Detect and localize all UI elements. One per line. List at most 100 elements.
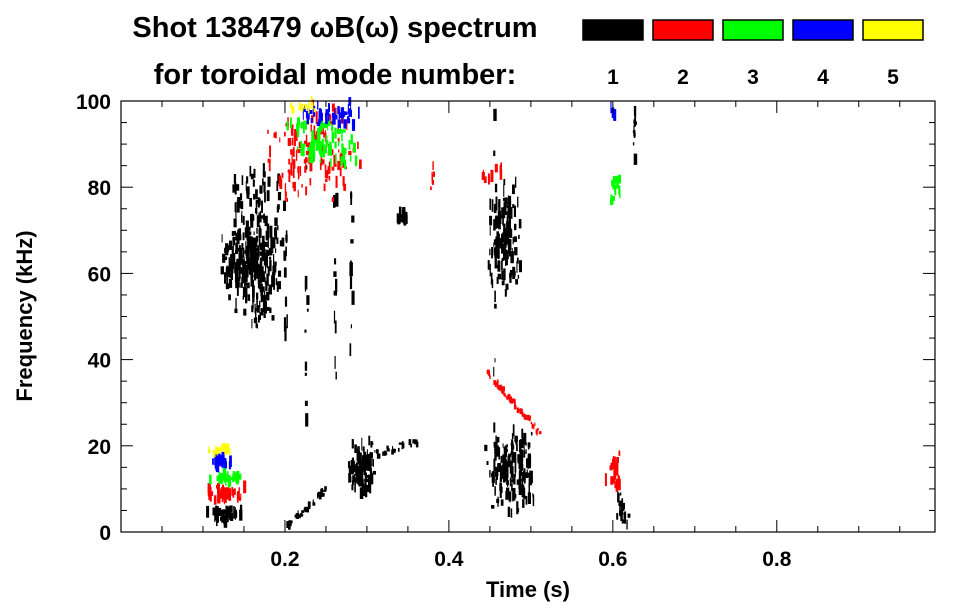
spectral-mark-mode-1: [333, 271, 337, 277]
spectral-mark-mode-1: [268, 284, 272, 295]
spectral-mark-mode-1: [496, 276, 499, 284]
spectral-mark-mode-1: [512, 184, 515, 195]
spectral-mark-mode-1: [317, 494, 320, 497]
spectral-mark-mode-2: [324, 164, 327, 171]
spectral-mark-mode-3: [296, 123, 300, 132]
spectral-mark-mode-2: [286, 197, 288, 202]
spectral-mark-mode-2: [225, 490, 227, 503]
spectral-mark-mode-1: [227, 505, 229, 518]
spectral-mark-mode-1: [386, 445, 389, 450]
spectral-mark-mode-1: [333, 194, 336, 208]
spectral-mark-mode-2: [343, 183, 347, 191]
spectral-mark-mode-1: [498, 220, 501, 230]
spectral-mark-mode-1: [266, 273, 269, 286]
spectral-mark-mode-1: [509, 272, 512, 278]
spectral-mark-mode-1: [517, 274, 520, 279]
spectral-mark-mode-1: [243, 266, 246, 272]
spectral-mark-mode-2: [325, 179, 328, 183]
spectral-mark-mode-2: [609, 465, 613, 471]
spectral-mark-mode-1: [502, 197, 506, 201]
spectral-mark-mode-1: [265, 262, 267, 274]
spectral-mark-mode-4: [316, 121, 321, 126]
spectral-mark-mode-1: [235, 249, 239, 254]
spectral-mark-mode-2: [291, 137, 294, 146]
spectral-mark-mode-1: [350, 459, 353, 469]
spectral-mark-mode-1: [512, 444, 515, 450]
spectral-mark-mode-1: [265, 230, 268, 241]
spectral-mark-mode-1: [221, 509, 225, 515]
spectral-mark-mode-1: [322, 489, 326, 492]
spectral-mark-mode-4: [219, 455, 223, 460]
spectral-mark-mode-1: [491, 505, 495, 509]
spectral-mark-mode-1: [503, 201, 507, 212]
spectral-mark-mode-1: [495, 236, 498, 251]
spectral-mark-mode-1: [517, 454, 520, 462]
spectral-mark-mode-1: [371, 457, 373, 467]
spectral-mark-mode-1: [489, 263, 491, 277]
spectral-mark-mode-3: [313, 149, 316, 161]
spectral-mark-mode-1: [506, 217, 509, 228]
spectral-mark-mode-3: [322, 122, 325, 129]
spectral-mark-mode-2: [279, 137, 281, 143]
spectral-mark-mode-2: [604, 473, 607, 487]
spectral-mark-mode-1: [506, 202, 508, 208]
spectral-mark-mode-3: [302, 143, 305, 156]
spectral-mark-mode-1: [263, 181, 266, 193]
spectral-mark-mode-1: [349, 476, 352, 483]
spectral-mark-mode-1: [360, 462, 365, 469]
spectral-mark-mode-1: [231, 271, 233, 280]
spectral-mark-mode-2: [315, 111, 318, 125]
spectral-mark-mode-1: [354, 479, 356, 493]
spectral-mark-mode-2: [482, 169, 484, 178]
spectral-mark-mode-2: [220, 488, 223, 499]
spectral-mark-mode-2: [614, 464, 616, 476]
spectral-mark-mode-1: [517, 196, 519, 208]
spectral-mark-mode-1: [276, 281, 279, 292]
spectral-mark-mode-1: [253, 193, 256, 200]
spectral-mark-mode-2: [309, 163, 313, 172]
spectral-mark-mode-1: [521, 477, 524, 489]
spectral-mark-mode-2: [506, 395, 510, 400]
spectral-mark-mode-3: [612, 175, 617, 184]
spectral-mark-mode-1: [503, 184, 505, 197]
spectral-mark-mode-1: [497, 250, 500, 258]
spectral-mark-mode-1: [504, 210, 506, 215]
spectral-mark-mode-3: [314, 139, 317, 144]
spectral-mark-mode-1: [402, 212, 406, 224]
spectral-mark-mode-1: [254, 244, 257, 254]
spectral-mark-mode-1: [486, 461, 489, 465]
spectral-mark-mode-3: [611, 196, 616, 201]
spectral-mark-mode-1: [232, 236, 236, 246]
spectral-mark-mode-1: [229, 240, 232, 250]
spectral-mark-mode-1: [487, 260, 490, 270]
spectral-mark-mode-3: [232, 471, 236, 481]
spectral-mark-mode-2: [535, 430, 538, 435]
spectral-mark-mode-1: [509, 497, 511, 503]
spectral-mark-mode-1: [370, 452, 373, 455]
spectral-mark-mode-2: [431, 174, 433, 184]
spectral-mark-mode-1: [274, 231, 278, 240]
spectral-mark-mode-3: [236, 472, 239, 480]
spectral-mark-mode-1: [491, 471, 495, 484]
spectral-mark-mode-4: [309, 110, 313, 114]
spectral-mark-mode-1: [493, 441, 495, 448]
spectral-mark-mode-1: [361, 482, 365, 490]
spectral-mark-mode-1: [366, 449, 368, 458]
spectral-mark-mode-1: [493, 203, 497, 214]
legend-label-mode-3: 3: [747, 66, 759, 89]
spectral-mark-mode-4: [321, 113, 323, 121]
spectral-mark-mode-5: [215, 445, 217, 455]
spectral-mark-mode-2: [295, 149, 298, 161]
spectral-mark-mode-4: [212, 458, 214, 465]
spectral-mark-mode-5: [298, 102, 301, 111]
spectral-mark-mode-1: [246, 176, 249, 184]
spectral-mark-mode-1: [299, 513, 303, 517]
spectral-mark-mode-1: [278, 281, 281, 290]
spectral-mark-mode-1: [255, 189, 258, 200]
spectral-mark-mode-1: [502, 232, 505, 240]
spectral-mark-mode-5: [229, 448, 231, 456]
spectral-mark-mode-2: [325, 170, 329, 179]
spectral-mark-mode-1: [231, 245, 233, 259]
spectral-mark-mode-1: [363, 463, 366, 472]
spectral-mark-mode-3: [219, 473, 223, 483]
